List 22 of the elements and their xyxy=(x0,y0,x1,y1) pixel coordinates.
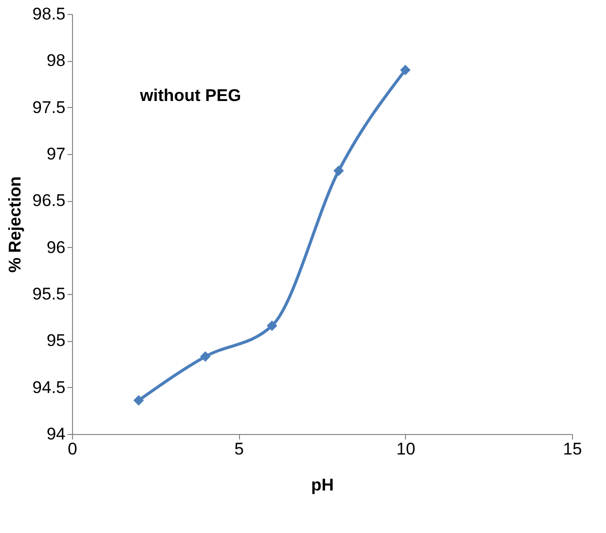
point xyxy=(400,64,411,76)
y-tick-label: 95.5 xyxy=(32,284,66,304)
y-tick-label: 95 xyxy=(46,331,66,350)
point xyxy=(133,395,144,406)
point xyxy=(200,351,211,362)
point xyxy=(266,320,278,331)
y-tick-label: 97 xyxy=(46,144,66,164)
y-tick-label: 98.5 xyxy=(32,4,66,24)
y-tick-label: 98 xyxy=(46,51,66,70)
y-axis-title: % Rejection xyxy=(5,176,24,273)
x-tick-label: 10 xyxy=(396,440,416,458)
x-axis-title: pH xyxy=(311,476,334,494)
y-tick-label: 96.5 xyxy=(32,191,66,210)
x-tick-label: 5 xyxy=(234,440,244,458)
y-tick-label: 94.5 xyxy=(32,378,66,397)
y-tick-label: 94 xyxy=(46,424,66,444)
y-tick-label: 96 xyxy=(46,238,66,257)
annotation: without PEG xyxy=(139,86,242,105)
point xyxy=(333,166,344,176)
y-tick-label: 97.5 xyxy=(32,98,66,117)
x-tick-label: 15 xyxy=(563,440,582,458)
x-tick-label: 0 xyxy=(68,440,78,458)
